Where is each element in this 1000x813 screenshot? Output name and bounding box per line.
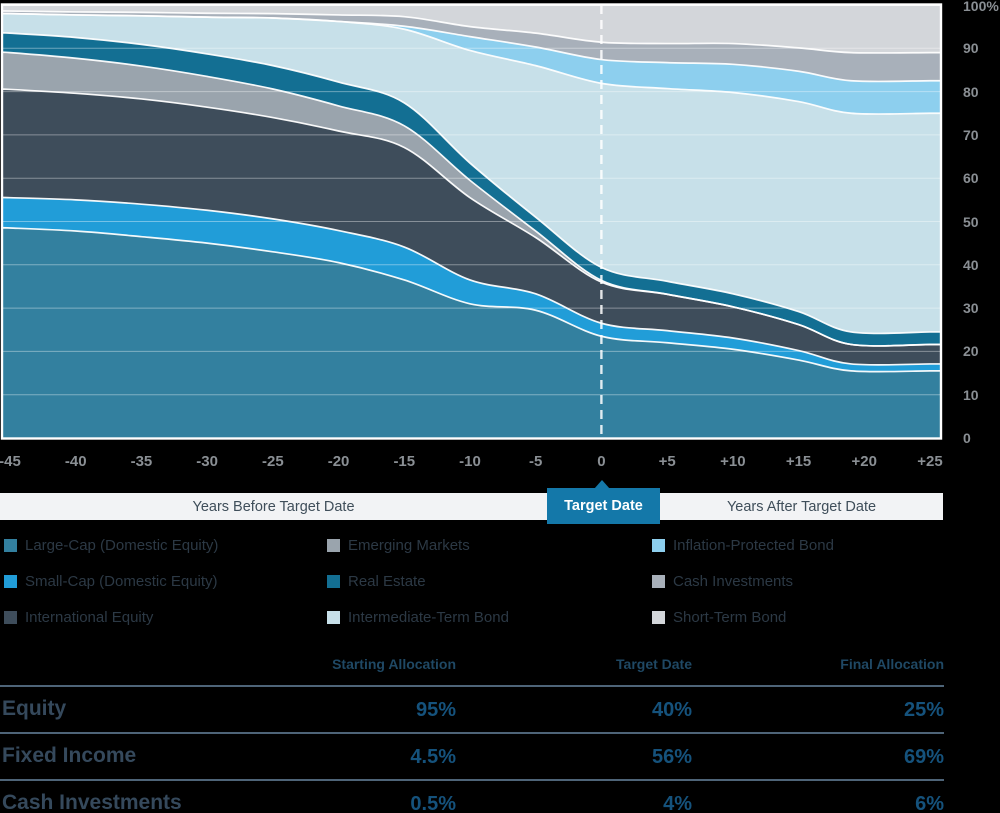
legend-swatch-icon bbox=[4, 574, 17, 588]
y-axis-label: 20 bbox=[963, 343, 979, 360]
x-axis-label: +20 bbox=[851, 453, 877, 470]
legend-swatch-icon bbox=[652, 538, 665, 552]
legend-swatch-icon bbox=[4, 610, 17, 624]
chart-legend: Large-Cap (Domestic Equity) Emerging Mark… bbox=[4, 536, 947, 626]
x-axis-label: -10 bbox=[459, 453, 481, 470]
legend-label: Small-Cap (Domestic Equity) bbox=[25, 572, 218, 590]
x-axis-label: +10 bbox=[720, 453, 746, 470]
legend-item: Intermediate-Term Bond bbox=[327, 608, 652, 626]
table-cell-value: 40% bbox=[651, 699, 692, 721]
legend-swatch-icon bbox=[652, 574, 665, 588]
table-row-label: Cash Investments bbox=[2, 791, 182, 813]
table-cell-value: 69% bbox=[903, 746, 944, 768]
legend-swatch-icon bbox=[327, 574, 340, 588]
table-column-header: Target Date bbox=[616, 656, 692, 672]
x-axis-label: -25 bbox=[262, 453, 284, 470]
x-axis-label: +5 bbox=[658, 453, 676, 470]
x-axis-label: -30 bbox=[196, 453, 218, 470]
x-axis-label: -35 bbox=[130, 453, 153, 470]
x-axis-label: -15 bbox=[393, 453, 416, 470]
table-divider-line bbox=[0, 732, 944, 734]
y-axis-label: 30 bbox=[963, 300, 979, 317]
table-cell-value: 4.5% bbox=[410, 746, 456, 768]
table-row-label: Fixed Income bbox=[2, 744, 137, 767]
x-axis-label: +15 bbox=[785, 453, 812, 470]
legend-label: Intermediate-Term Bond bbox=[348, 608, 509, 626]
x-axis-label: -45 bbox=[0, 453, 21, 470]
table-cell-value: 6% bbox=[915, 793, 944, 813]
y-axis-label: 40 bbox=[963, 256, 979, 273]
y-axis-label: 10 bbox=[963, 386, 979, 403]
legend-item: Small-Cap (Domestic Equity) bbox=[4, 572, 327, 590]
area-band bbox=[2, 13, 941, 334]
table-divider-line bbox=[0, 779, 944, 781]
x-axis-label: -40 bbox=[64, 453, 87, 470]
legend-item: Emerging Markets bbox=[327, 536, 652, 554]
table-cell-value: 4% bbox=[663, 793, 692, 813]
y-axis-label: 80 bbox=[963, 83, 979, 100]
x-axis-label: 0 bbox=[597, 453, 606, 470]
legend-item: Large-Cap (Domestic Equity) bbox=[4, 536, 327, 554]
legend-item: Inflation-Protected Bond bbox=[652, 536, 947, 554]
area-band bbox=[2, 13, 941, 115]
area-band bbox=[2, 52, 941, 346]
legend-label: Short-Term Bond bbox=[673, 608, 787, 626]
table-row-label: Equity bbox=[2, 697, 67, 720]
stacked-area-chart bbox=[0, 3, 943, 440]
timeline-before-label: Years Before Target Date bbox=[192, 498, 355, 515]
y-axis-label: 60 bbox=[963, 170, 979, 187]
x-axis-label: -5 bbox=[529, 453, 543, 470]
x-axis-label: +25 bbox=[917, 453, 943, 470]
y-axis-label: 90 bbox=[963, 40, 979, 57]
timeline-after-label: Years After Target Date bbox=[726, 498, 877, 515]
legend-swatch-icon bbox=[652, 610, 665, 624]
legend-swatch-icon bbox=[327, 538, 340, 552]
legend-swatch-icon bbox=[327, 610, 340, 624]
timeline-bar bbox=[0, 493, 943, 520]
table-column-header: Starting Allocation bbox=[332, 656, 456, 672]
legend-item: Cash Investments bbox=[652, 572, 947, 590]
area-band bbox=[2, 5, 941, 53]
table-cell-value: 25% bbox=[903, 699, 944, 721]
y-axis-label: 50 bbox=[963, 213, 979, 230]
legend-label: International Equity bbox=[25, 608, 154, 626]
target-date-caret-icon bbox=[594, 480, 610, 489]
table-divider-line bbox=[0, 685, 944, 687]
table-cell-value: 0.5% bbox=[410, 793, 456, 813]
area-band bbox=[2, 10, 941, 82]
legend-label: Emerging Markets bbox=[348, 536, 470, 554]
table-cell-value: 95% bbox=[415, 699, 456, 721]
legend-swatch-icon bbox=[4, 538, 17, 552]
legend-label: Inflation-Protected Bond bbox=[673, 536, 834, 554]
legend-item: Real Estate bbox=[327, 572, 652, 590]
y-axis-label: 100% bbox=[963, 0, 999, 14]
legend-label: Real Estate bbox=[348, 572, 426, 590]
legend-label: Cash Investments bbox=[673, 572, 794, 590]
target-date-badge: Target Date bbox=[547, 488, 660, 524]
legend-label: Large-Cap (Domestic Equity) bbox=[25, 536, 219, 554]
y-axis-label: 70 bbox=[963, 126, 979, 143]
legend-item: International Equity bbox=[4, 608, 327, 626]
y-axis-label: 0 bbox=[963, 430, 971, 446]
table-cell-value: 56% bbox=[651, 746, 692, 768]
area-band bbox=[2, 227, 941, 438]
x-axis-label: -20 bbox=[327, 453, 350, 470]
legend-item: Short-Term Bond bbox=[652, 608, 947, 626]
area-band bbox=[2, 89, 941, 365]
table-column-header: Final Allocation bbox=[840, 656, 944, 672]
area-band bbox=[2, 197, 941, 372]
